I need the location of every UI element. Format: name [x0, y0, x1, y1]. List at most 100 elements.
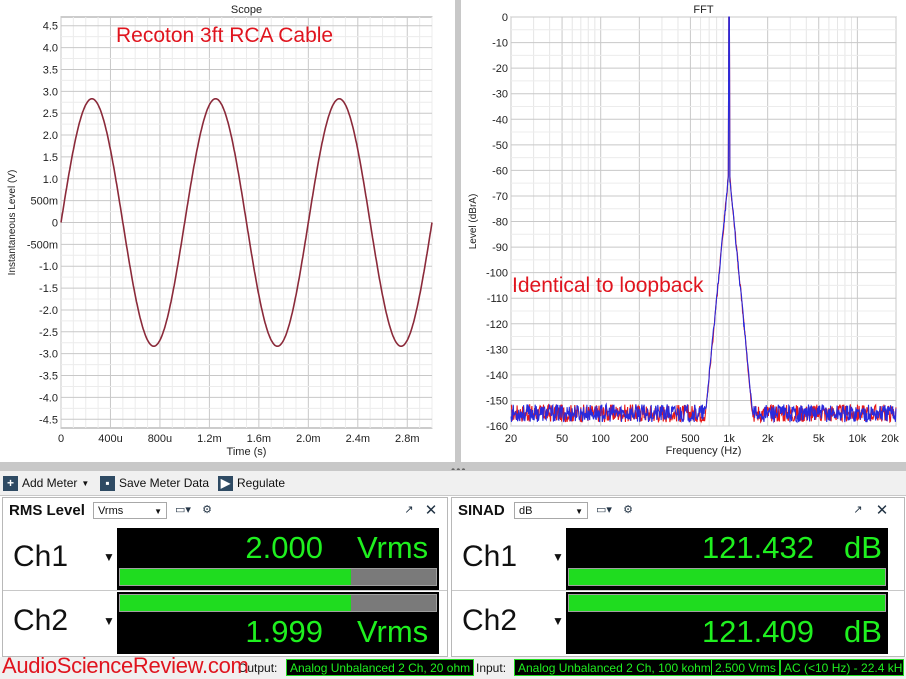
chevron-down-icon: ▼: [154, 507, 162, 516]
fft-series-ch2: [510, 16, 897, 424]
sinad-meter-title: SINAD: [458, 502, 505, 519]
rms-ch2-dropdown-icon[interactable]: ▼: [103, 614, 115, 628]
panel-divider: [455, 0, 461, 462]
fft-y-tick-label: -160: [486, 421, 508, 433]
settings-button[interactable]: ⚙: [620, 502, 636, 519]
fft-x-axis-title: Frequency (Hz): [666, 445, 742, 457]
rms-ch1-dropdown-icon[interactable]: ▼: [103, 550, 115, 564]
close-button[interactable]: ✕: [423, 502, 439, 519]
sinad-ch1-unit: dB: [844, 530, 882, 565]
scope-chart: Scope 4.5 4.0 3.5 3.0 2.5 2.0 1.5 1.0 500m 0 -500m -…: [7, 4, 433, 458]
scope-y-tick-label: -3.0: [39, 349, 58, 361]
close-button[interactable]: ✕: [874, 502, 890, 519]
input-label: Input:: [476, 661, 507, 675]
sinad-ch2-level-bar: [568, 594, 886, 612]
fft-y-tick-label: -90: [492, 242, 508, 254]
add-meter-label: Add Meter: [22, 476, 78, 490]
sinad-meter-header: SINAD dB ▼ ▭▾ ⚙ ↗ ✕: [452, 498, 904, 524]
sinad-ch1-level-fill: [569, 569, 885, 585]
fft-y-tick-label: -10: [492, 38, 508, 50]
scope-y-tick-label: 3.0: [43, 86, 58, 98]
meter-toolbar: + Add Meter ▼ ▪ Save Meter Data ▶ Regula…: [0, 470, 906, 496]
rms-unit-select[interactable]: Vrms ▼: [93, 502, 167, 519]
scope-y-tick-label: -1.5: [39, 283, 58, 295]
scope-annotation: Recoton 3ft RCA Cable: [116, 24, 334, 47]
fft-chart: FFT 0 -10 -20 -30 -40 -50 -60 -70 -80 -90 -100 -110 -…: [468, 4, 899, 457]
scope-y-tick-label: -2.5: [39, 327, 58, 339]
fft-y-tick-label: -50: [492, 140, 508, 152]
fft-y-tick-label: -60: [492, 165, 508, 177]
scope-y-tick-label: 1.0: [43, 174, 58, 186]
output-label: Output:: [238, 661, 278, 675]
graph-icon: ▭▾: [175, 504, 191, 516]
fft-x-tick-label: 20k: [881, 433, 899, 445]
graph-options-button[interactable]: ▭▾: [171, 502, 195, 519]
fft-y-tick-label: -150: [486, 395, 508, 407]
regulate-button[interactable]: ▶ Regulate: [218, 474, 285, 492]
fft-x-tick-label: 2k: [762, 433, 774, 445]
output-device-button[interactable]: Analog Unbalanced 2 Ch, 20 ohm: [286, 659, 475, 676]
sinad-meter: SINAD dB ▼ ▭▾ ⚙ ↗ ✕ Ch1 ▼ 121.432 dB Ch2…: [451, 497, 905, 657]
scope-x-tick-label: 1.2m: [197, 433, 221, 445]
sinad-ch1-dropdown-icon[interactable]: ▼: [552, 550, 564, 564]
fft-annotation: Identical to loopback: [512, 274, 704, 297]
scope-x-axis-title: Time (s): [227, 446, 267, 458]
fft-y-tick-label: -30: [492, 89, 508, 101]
scope-title: Scope: [231, 4, 262, 16]
site-watermark: AudioScienceReview.com: [2, 653, 249, 678]
sinad-ch2-unit: dB: [844, 614, 882, 649]
sinad-ch2-level-fill: [569, 595, 885, 611]
scope-y-tick-label: 4.0: [43, 43, 58, 55]
gear-icon: ⚙: [202, 504, 212, 516]
settings-button[interactable]: ⚙: [199, 502, 215, 519]
popout-button[interactable]: ↗: [850, 502, 866, 519]
fft-y-tick-label: -100: [486, 268, 508, 280]
scope-y-tick-label: -4.0: [39, 392, 58, 404]
scope-y-tick-label: 2.0: [43, 130, 58, 142]
fft-title: FFT: [693, 4, 713, 16]
rms-meter-title: RMS Level: [9, 502, 85, 519]
sinad-ch1-level-bar: [568, 568, 886, 586]
fft-y-tick-label: -80: [492, 217, 508, 229]
scope-y-tick-label: -500m: [27, 239, 58, 251]
sinad-ch2-dropdown-icon[interactable]: ▼: [552, 614, 564, 628]
fft-y-axis-title: Level (dBrA): [468, 194, 479, 250]
scope-y-axis-title: Instantaneous Level (V): [7, 170, 18, 276]
fft-y-tick-label: 0: [502, 12, 508, 24]
add-meter-button[interactable]: + Add Meter ▼: [3, 474, 89, 492]
fft-x-tick-label: 1k: [723, 433, 735, 445]
graph-options-button[interactable]: ▭▾: [592, 502, 616, 519]
save-meter-data-button[interactable]: ▪ Save Meter Data: [100, 474, 209, 492]
fft-x-tick-label: 500: [681, 433, 699, 445]
scope-y-tick-label: -1.0: [39, 261, 58, 273]
rms-ch1-level-bar: [119, 568, 437, 586]
scope-y-tick-label: 3.5: [43, 64, 58, 76]
rms-meter-header: RMS Level Vrms ▼ ▭▾ ⚙ ↗ ✕: [3, 498, 447, 524]
fft-y-tick-label: -110: [487, 293, 508, 305]
channel-separator: [3, 590, 447, 591]
popout-icon: ↗: [404, 504, 414, 516]
fft-panel: FFT 0 -10 -20 -30 -40 -50 -60 -70 -80 -90 -100 -110 -…: [461, 0, 906, 462]
channel-separator: [452, 590, 904, 591]
dropdown-arrow-icon: ▼: [81, 478, 90, 488]
scope-y-tick-label: 500m: [30, 196, 58, 208]
rms-ch2-label: Ch2: [13, 604, 69, 637]
filter-button[interactable]: AC (<10 Hz) - 22.4 kHz: [780, 659, 904, 676]
popout-button[interactable]: ↗: [401, 502, 417, 519]
sinad-ch2-readout: 121.409 dB: [566, 592, 888, 654]
plus-icon: +: [3, 475, 18, 491]
save-icon: ▪: [100, 475, 115, 491]
scope-y-tick-label: 0: [52, 218, 58, 230]
sinad-unit-select[interactable]: dB ▼: [514, 502, 588, 519]
sinad-unit-value: dB: [519, 505, 533, 517]
scope-x-tick-label: 0: [58, 433, 64, 445]
fft-x-tick-label: 10k: [848, 433, 866, 445]
input-device-button[interactable]: Analog Unbalanced 2 Ch, 100 kohm: [514, 659, 715, 676]
rms-ch1-readout: 2.000 Vrms: [117, 528, 439, 590]
fft-y-tick-label: -140: [486, 370, 508, 382]
rms-level-meter: RMS Level Vrms ▼ ▭▾ ⚙ ↗ ✕ Ch1 ▼ 2.000 Vr…: [2, 497, 448, 657]
input-level-button[interactable]: 2.500 Vrms: [711, 659, 780, 676]
sinad-ch1-label: Ch1: [462, 540, 518, 573]
scope-y-tick-label: 1.5: [43, 152, 58, 164]
splitter-bar[interactable]: [0, 462, 906, 470]
